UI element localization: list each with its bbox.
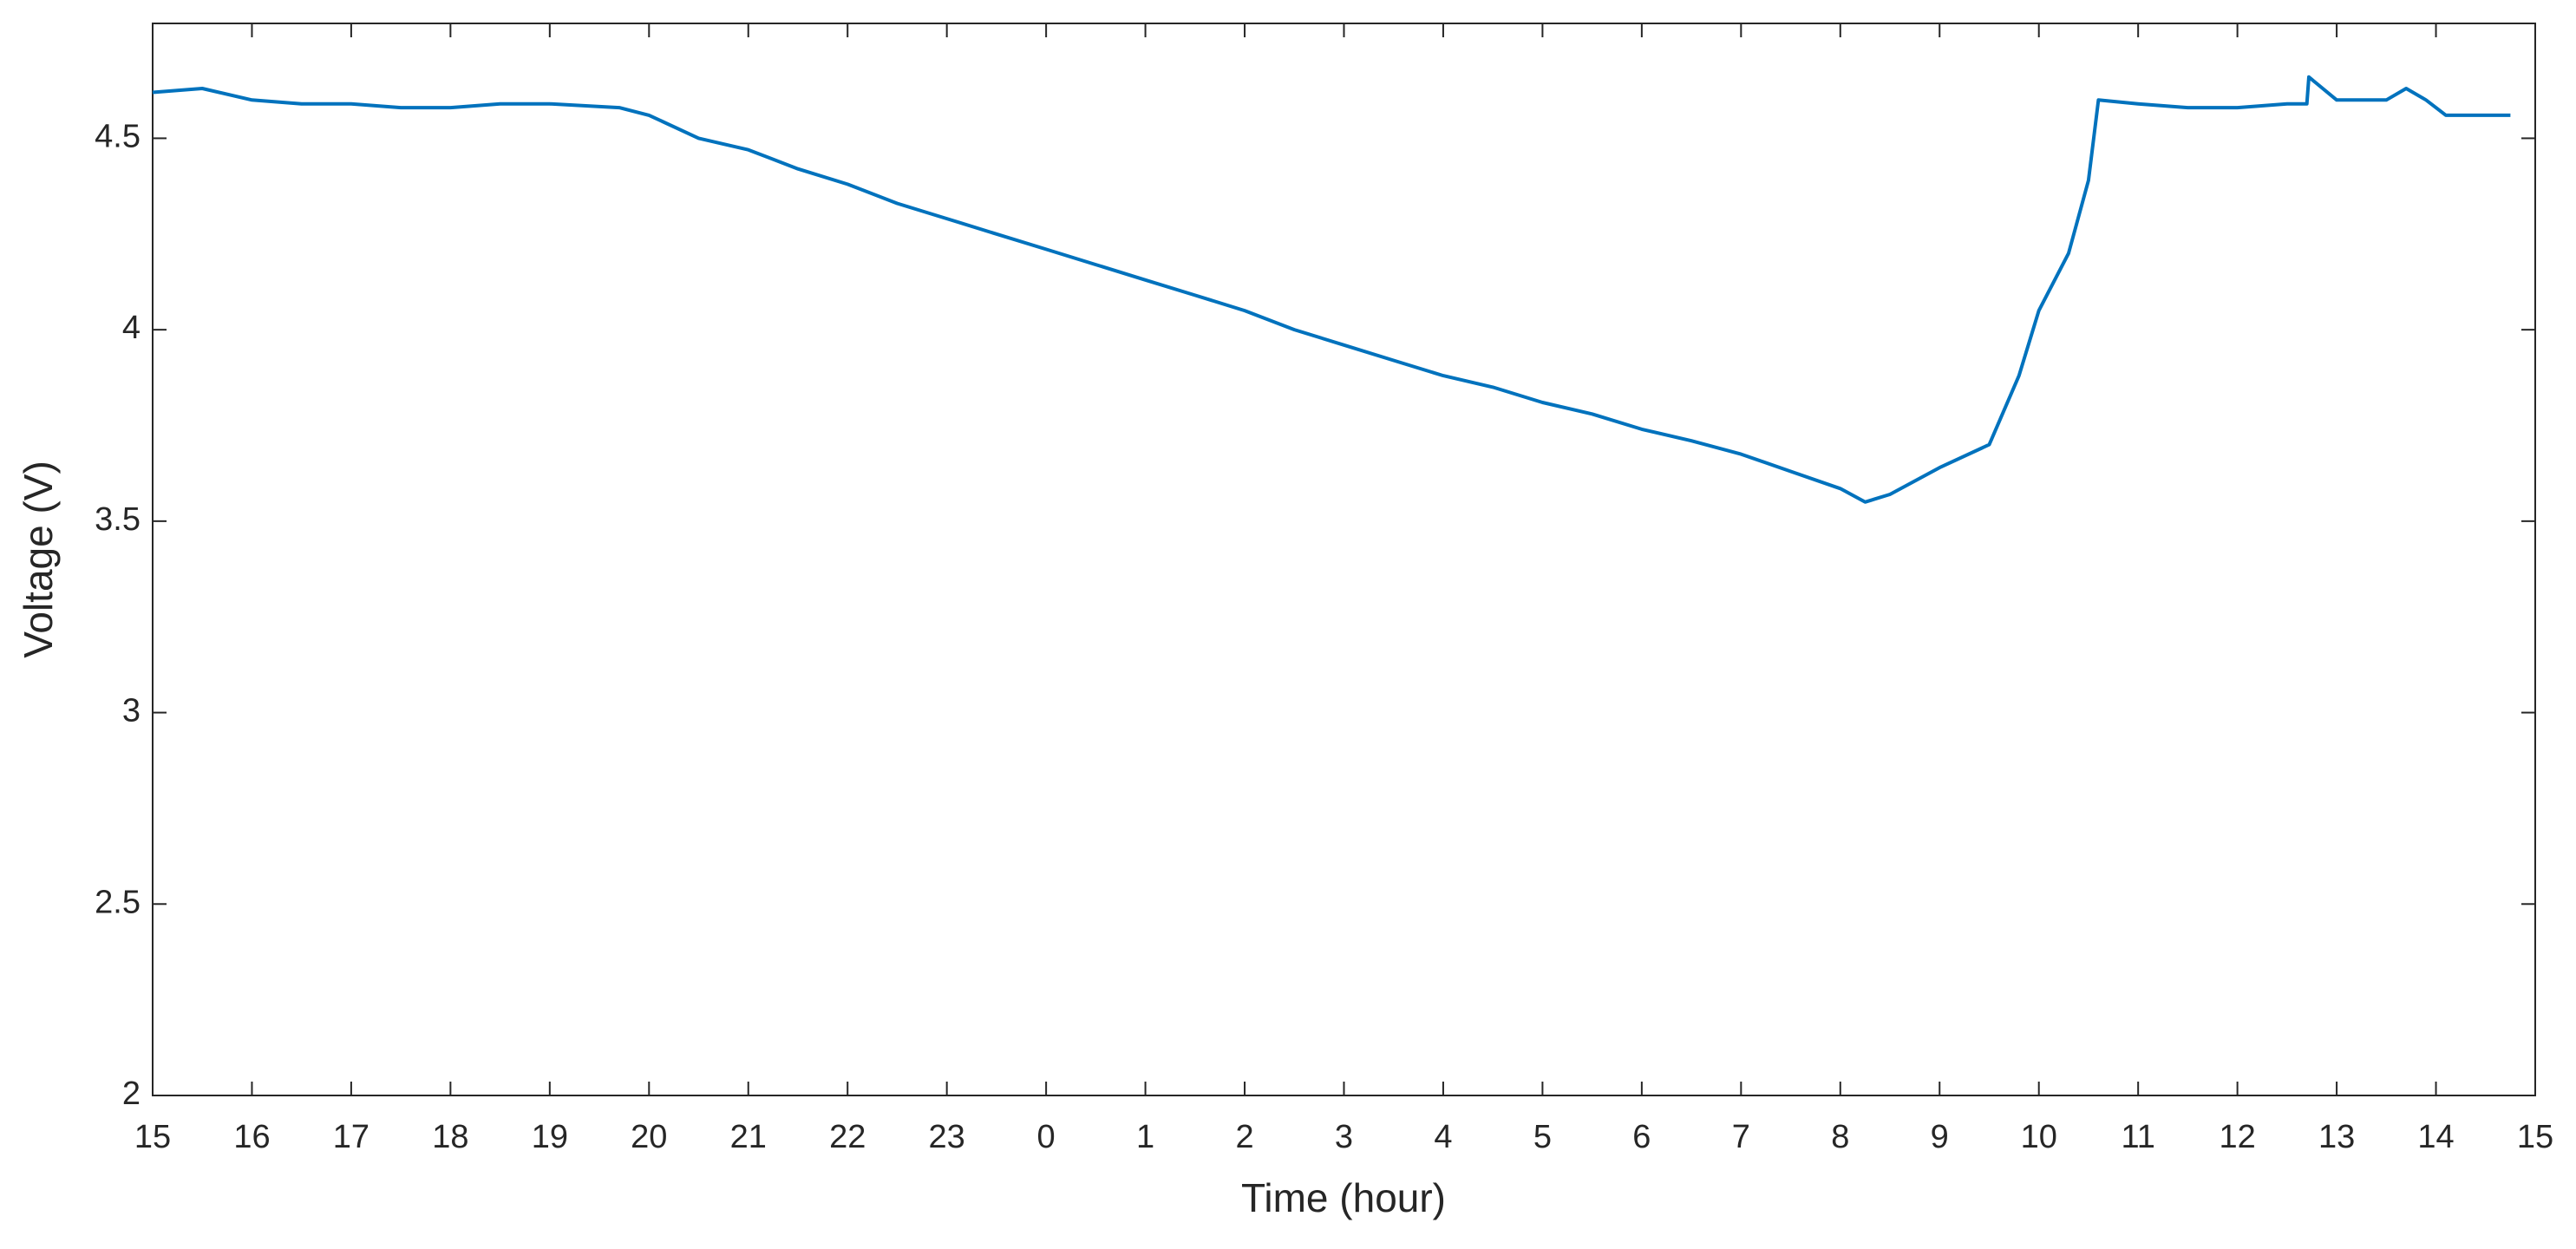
y-tick-label: 3 [122, 693, 141, 729]
x-tick-label: 14 [2417, 1119, 2454, 1155]
x-tick-label: 10 [2021, 1119, 2057, 1155]
y-tick-label: 4 [122, 310, 141, 346]
x-tick-label: 9 [1931, 1119, 1949, 1155]
x-tick-label: 1 [1136, 1119, 1154, 1155]
x-tick-label: 11 [2121, 1119, 2154, 1155]
y-axis-label: Voltage (V) [16, 461, 61, 658]
x-tick-label: 2 [1235, 1119, 1253, 1155]
y-tick-label: 2.5 [95, 884, 141, 920]
x-tick-label: 8 [1831, 1119, 1849, 1155]
x-tick-label: 16 [233, 1119, 270, 1155]
x-tick-label: 7 [1732, 1119, 1750, 1155]
x-tick-label: 21 [730, 1119, 767, 1155]
x-tick-label: 22 [829, 1119, 866, 1155]
x-tick-label: 18 [432, 1119, 468, 1155]
x-tick-label: 0 [1037, 1119, 1056, 1155]
y-tick-label: 2 [122, 1076, 141, 1112]
x-tick-label: 3 [1335, 1119, 1353, 1155]
x-tick-label: 4 [1434, 1119, 1452, 1155]
plot-frame [152, 23, 2536, 1096]
x-axis-label: Time (hour) [1241, 1175, 1446, 1220]
x-tick-label: 20 [631, 1119, 667, 1155]
x-tick-label: 5 [1533, 1119, 1552, 1155]
x-tick-label: 13 [2318, 1119, 2355, 1155]
x-tick-label: 19 [532, 1119, 568, 1155]
y-tick-label: 3.5 [95, 501, 141, 538]
y-tick-label: 4.5 [95, 118, 141, 154]
x-tick-label: 15 [2517, 1119, 2553, 1155]
x-tick-label: 15 [134, 1119, 171, 1155]
x-tick-label: 6 [1632, 1119, 1651, 1155]
data-line [152, 75, 2511, 504]
x-tick-label: 17 [333, 1119, 369, 1155]
x-tick-label: 12 [2219, 1119, 2255, 1155]
x-tick-label: 23 [929, 1119, 965, 1155]
